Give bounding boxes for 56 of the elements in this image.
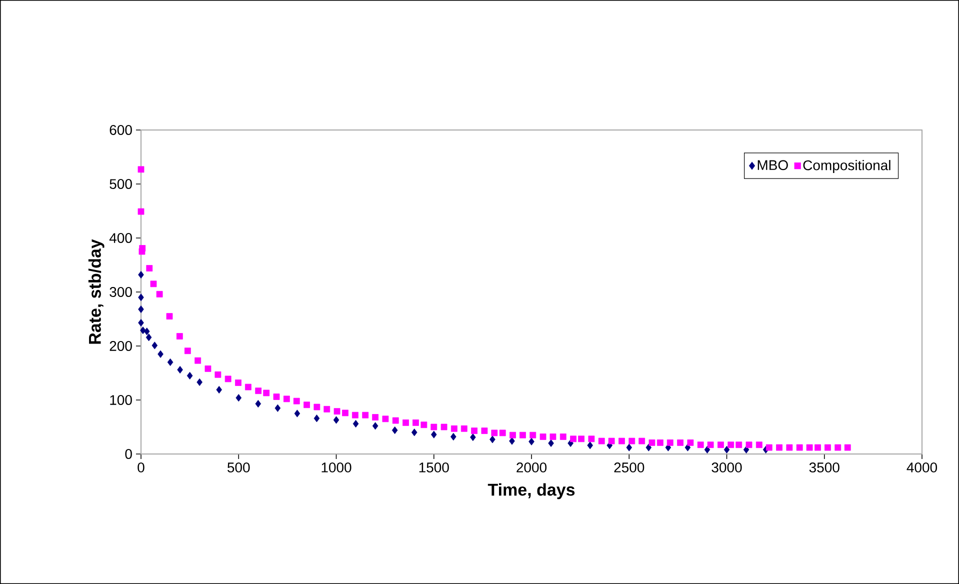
point bbox=[352, 420, 359, 428]
point bbox=[294, 410, 300, 418]
x-tick-label: 500 bbox=[228, 462, 250, 472]
point bbox=[411, 428, 418, 436]
x-tick-label: 2500 bbox=[614, 462, 644, 472]
point bbox=[587, 442, 593, 450]
x-tick-label: 3500 bbox=[809, 462, 840, 472]
point bbox=[146, 334, 152, 342]
x-tick-label: 4000 bbox=[906, 462, 938, 472]
y-axis-title: Rate, stb/day bbox=[88, 239, 104, 344]
point bbox=[509, 437, 515, 445]
point bbox=[548, 439, 554, 447]
y-tick-label: 0 bbox=[125, 449, 132, 459]
point bbox=[196, 378, 202, 386]
y-tick-label: 500 bbox=[110, 179, 132, 189]
x-tick-label: 0 bbox=[138, 462, 144, 472]
point bbox=[138, 270, 144, 279]
point bbox=[528, 438, 534, 446]
y-tick-label: 400 bbox=[109, 233, 132, 243]
point bbox=[333, 416, 340, 424]
x-axis-title: Time, days bbox=[488, 483, 575, 500]
x-tick-label: 2000 bbox=[516, 462, 547, 472]
point bbox=[140, 326, 146, 334]
point bbox=[138, 318, 144, 327]
point bbox=[138, 294, 144, 302]
point bbox=[255, 400, 262, 408]
point bbox=[470, 433, 476, 442]
legend-label: MBO bbox=[758, 160, 788, 170]
point bbox=[167, 358, 174, 366]
x-tick-label: 3000 bbox=[712, 462, 742, 472]
y-tick-label: 200 bbox=[110, 341, 132, 351]
point bbox=[450, 432, 456, 441]
point bbox=[646, 444, 652, 452]
point bbox=[138, 305, 144, 314]
point bbox=[430, 430, 437, 438]
point bbox=[372, 422, 378, 430]
point bbox=[177, 366, 183, 374]
point bbox=[392, 426, 398, 434]
y-tick-label: 600 bbox=[110, 125, 132, 135]
y-tick-label: 100 bbox=[110, 395, 132, 405]
point bbox=[186, 372, 193, 380]
point bbox=[724, 446, 730, 454]
x-tick-label: 1500 bbox=[419, 462, 449, 472]
point bbox=[216, 386, 222, 394]
point bbox=[490, 436, 496, 444]
point bbox=[274, 404, 281, 412]
point bbox=[704, 446, 710, 454]
point bbox=[158, 350, 164, 358]
point bbox=[626, 444, 632, 452]
point bbox=[144, 328, 150, 336]
x-tick-label: 1000 bbox=[322, 462, 352, 472]
y-tick-label: 300 bbox=[110, 287, 132, 297]
legend-label: Compositional bbox=[803, 160, 890, 174]
point bbox=[314, 414, 320, 422]
point bbox=[152, 342, 158, 350]
point bbox=[236, 394, 242, 402]
